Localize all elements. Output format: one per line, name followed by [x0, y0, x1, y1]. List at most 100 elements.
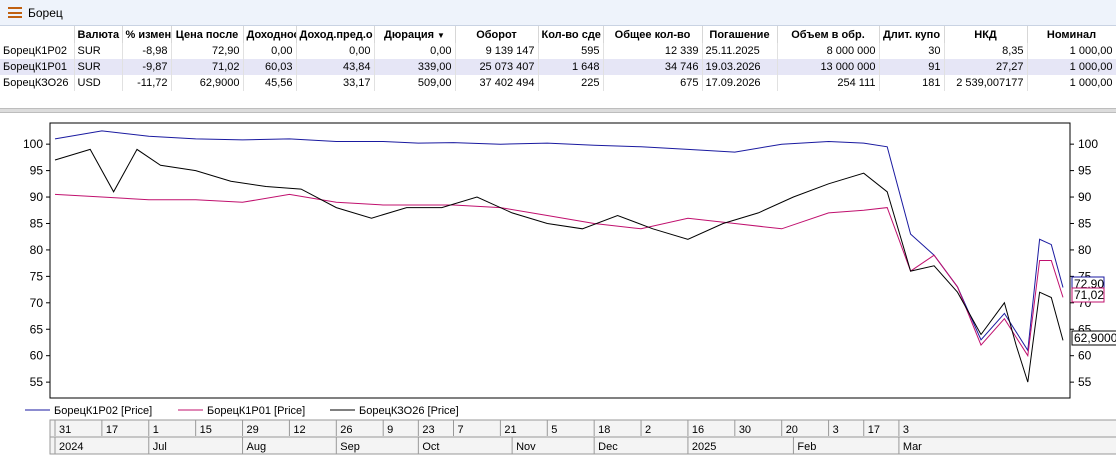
table-cell: 225 — [538, 75, 604, 91]
column-header-volume[interactable]: Объем в обр. — [777, 26, 880, 43]
table-cell: 25.11.2025 — [702, 43, 778, 59]
table-cell: 17.09.2026 — [702, 75, 778, 91]
column-header-yield[interactable]: Доходнос — [243, 26, 297, 43]
y-tick-label-left: 80 — [30, 243, 44, 257]
period-tick-label: Jul — [153, 441, 167, 453]
pane-splitter[interactable] — [0, 108, 1116, 113]
day-tick-label: 1 — [153, 424, 159, 436]
column-header-duration[interactable]: Дюрация ▼ — [374, 26, 456, 43]
table-cell: 12 339 — [603, 43, 703, 59]
day-tick-label: 2 — [645, 424, 651, 436]
y-tick-label-right: 95 — [1078, 164, 1092, 178]
table-cell: 71,02 — [171, 59, 244, 75]
y-tick-label-left: 65 — [30, 322, 44, 336]
legend-label-2: БорецКЗО26 [Price] — [359, 405, 459, 417]
column-header-prev-yield[interactable]: Доход.пред.о — [296, 26, 375, 43]
last-value-label-2: 62,9000 — [1074, 331, 1116, 345]
window-title: Борец — [28, 5, 63, 20]
plot-area — [49, 122, 1071, 399]
period-tick-label: Feb — [797, 441, 816, 453]
column-header-turnover[interactable]: Оборот — [455, 26, 539, 43]
window-menu-icon[interactable] — [8, 7, 22, 18]
y-tick-label-right: 85 — [1078, 216, 1092, 230]
day-tick-label: 16 — [692, 424, 704, 436]
table-cell: -9,87 — [122, 59, 172, 75]
table-cell: 8 000 000 — [777, 43, 880, 59]
table-row[interactable]: БорецК1Р02 SUR -8,98 72,90 0,00 0,00 0,00 9 139… — [0, 43, 1116, 59]
period-tick-label: Sep — [340, 441, 360, 453]
day-tick-label: 12 — [293, 424, 305, 436]
table-cell: 33,17 — [296, 75, 375, 91]
column-header-nominal[interactable]: Номинал — [1027, 26, 1116, 43]
sort-desc-icon: ▼ — [437, 30, 445, 40]
table-cell: 181 — [879, 75, 945, 91]
day-tick-label: 9 — [387, 424, 393, 436]
table-cell: 25 073 407 — [455, 59, 539, 75]
y-tick-label-left: 60 — [30, 349, 44, 363]
column-header-last-price[interactable]: Цена после — [171, 26, 244, 43]
day-tick-label: 15 — [200, 424, 212, 436]
table-cell: 8,35 — [944, 43, 1028, 59]
quotes-table-container: Валюта % измен Цена после Доходнос Доход… — [0, 26, 1116, 106]
table-cell: -11,72 — [122, 75, 172, 91]
table-cell: 27,27 — [944, 59, 1028, 75]
series-line-2[interactable] — [54, 148, 1064, 383]
day-tick-label: 20 — [786, 424, 798, 436]
table-cell: 60,03 — [243, 59, 297, 75]
table-cell: 1 000,00 — [1027, 75, 1116, 91]
table-cell: БорецК1Р01 — [0, 59, 75, 75]
legend-label-0: БорецК1Р02 [Price] — [54, 405, 152, 417]
table-cell: БорецК1Р02 — [0, 43, 75, 59]
y-tick-label-left: 75 — [30, 269, 44, 283]
column-header-currency[interactable]: Валюта — [74, 26, 123, 43]
table-cell: SUR — [74, 43, 123, 59]
y-tick-label-left: 70 — [30, 296, 44, 310]
table-row[interactable]: БорецКЗО26 USD -11,72 62,9000 45,56 33,17 509,… — [0, 75, 1116, 91]
y-tick-label-right: 60 — [1078, 349, 1092, 363]
day-tick-label: 17 — [106, 424, 118, 436]
period-tick-label: Aug — [247, 441, 267, 453]
day-tick-label: 17 — [868, 424, 880, 436]
last-value-box-2 — [1071, 330, 1116, 346]
period-tick-label: Nov — [516, 441, 536, 453]
day-tick-label: 29 — [247, 424, 259, 436]
table-cell: 0,00 — [296, 43, 375, 59]
table-cell: 72,90 — [171, 43, 244, 59]
day-tick-label: 7 — [458, 424, 464, 436]
table-cell: -8,98 — [122, 43, 172, 59]
table-cell: 595 — [538, 43, 604, 59]
period-tick-label: Oct — [422, 441, 439, 453]
window-titlebar: Борец — [0, 0, 1116, 26]
table-cell: 19.03.2026 — [702, 59, 778, 75]
table-cell: 9 139 147 — [455, 43, 539, 59]
table-row[interactable]: БорецК1Р01 SUR -9,87 71,02 60,03 43,84 339,00 2… — [0, 59, 1116, 75]
day-tick-label: 21 — [504, 424, 516, 436]
table-cell: 254 111 — [777, 75, 880, 91]
y-tick-label-left: 90 — [30, 190, 44, 204]
table-cell: 34 746 — [603, 59, 703, 75]
series-line-1[interactable] — [54, 193, 1064, 358]
table-cell: 45,56 — [243, 75, 297, 91]
y-tick-label-left: 95 — [30, 164, 44, 178]
quotes-table: Валюта % измен Цена после Доходнос Доход… — [0, 26, 1116, 91]
table-cell: 62,9000 — [171, 75, 244, 91]
column-header-name[interactable] — [0, 26, 75, 43]
column-header-accrued[interactable]: НКД — [944, 26, 1028, 43]
column-header-maturity[interactable]: Погашение — [702, 26, 778, 43]
last-value-box-1 — [1071, 287, 1105, 303]
column-header-deals[interactable]: Кол-во сде — [538, 26, 604, 43]
table-cell: 0,00 — [374, 43, 456, 59]
table-cell: USD — [74, 75, 123, 91]
table-cell: 339,00 — [374, 59, 456, 75]
series-line-0[interactable] — [54, 130, 1064, 352]
last-value-label-1: 71,02 — [1074, 288, 1104, 302]
day-tick-label: 3 — [833, 424, 839, 436]
day-tick-label: 5 — [551, 424, 557, 436]
legend-label-1: БорецК1Р01 [Price] — [207, 405, 305, 417]
column-header-change[interactable]: % измен — [122, 26, 172, 43]
column-header-total-qty[interactable]: Общее кол-во — [603, 26, 703, 43]
table-cell: БорецКЗО26 — [0, 75, 75, 91]
column-header-coupon-length[interactable]: Длит. купо — [879, 26, 945, 43]
day-tick-label: 18 — [598, 424, 610, 436]
